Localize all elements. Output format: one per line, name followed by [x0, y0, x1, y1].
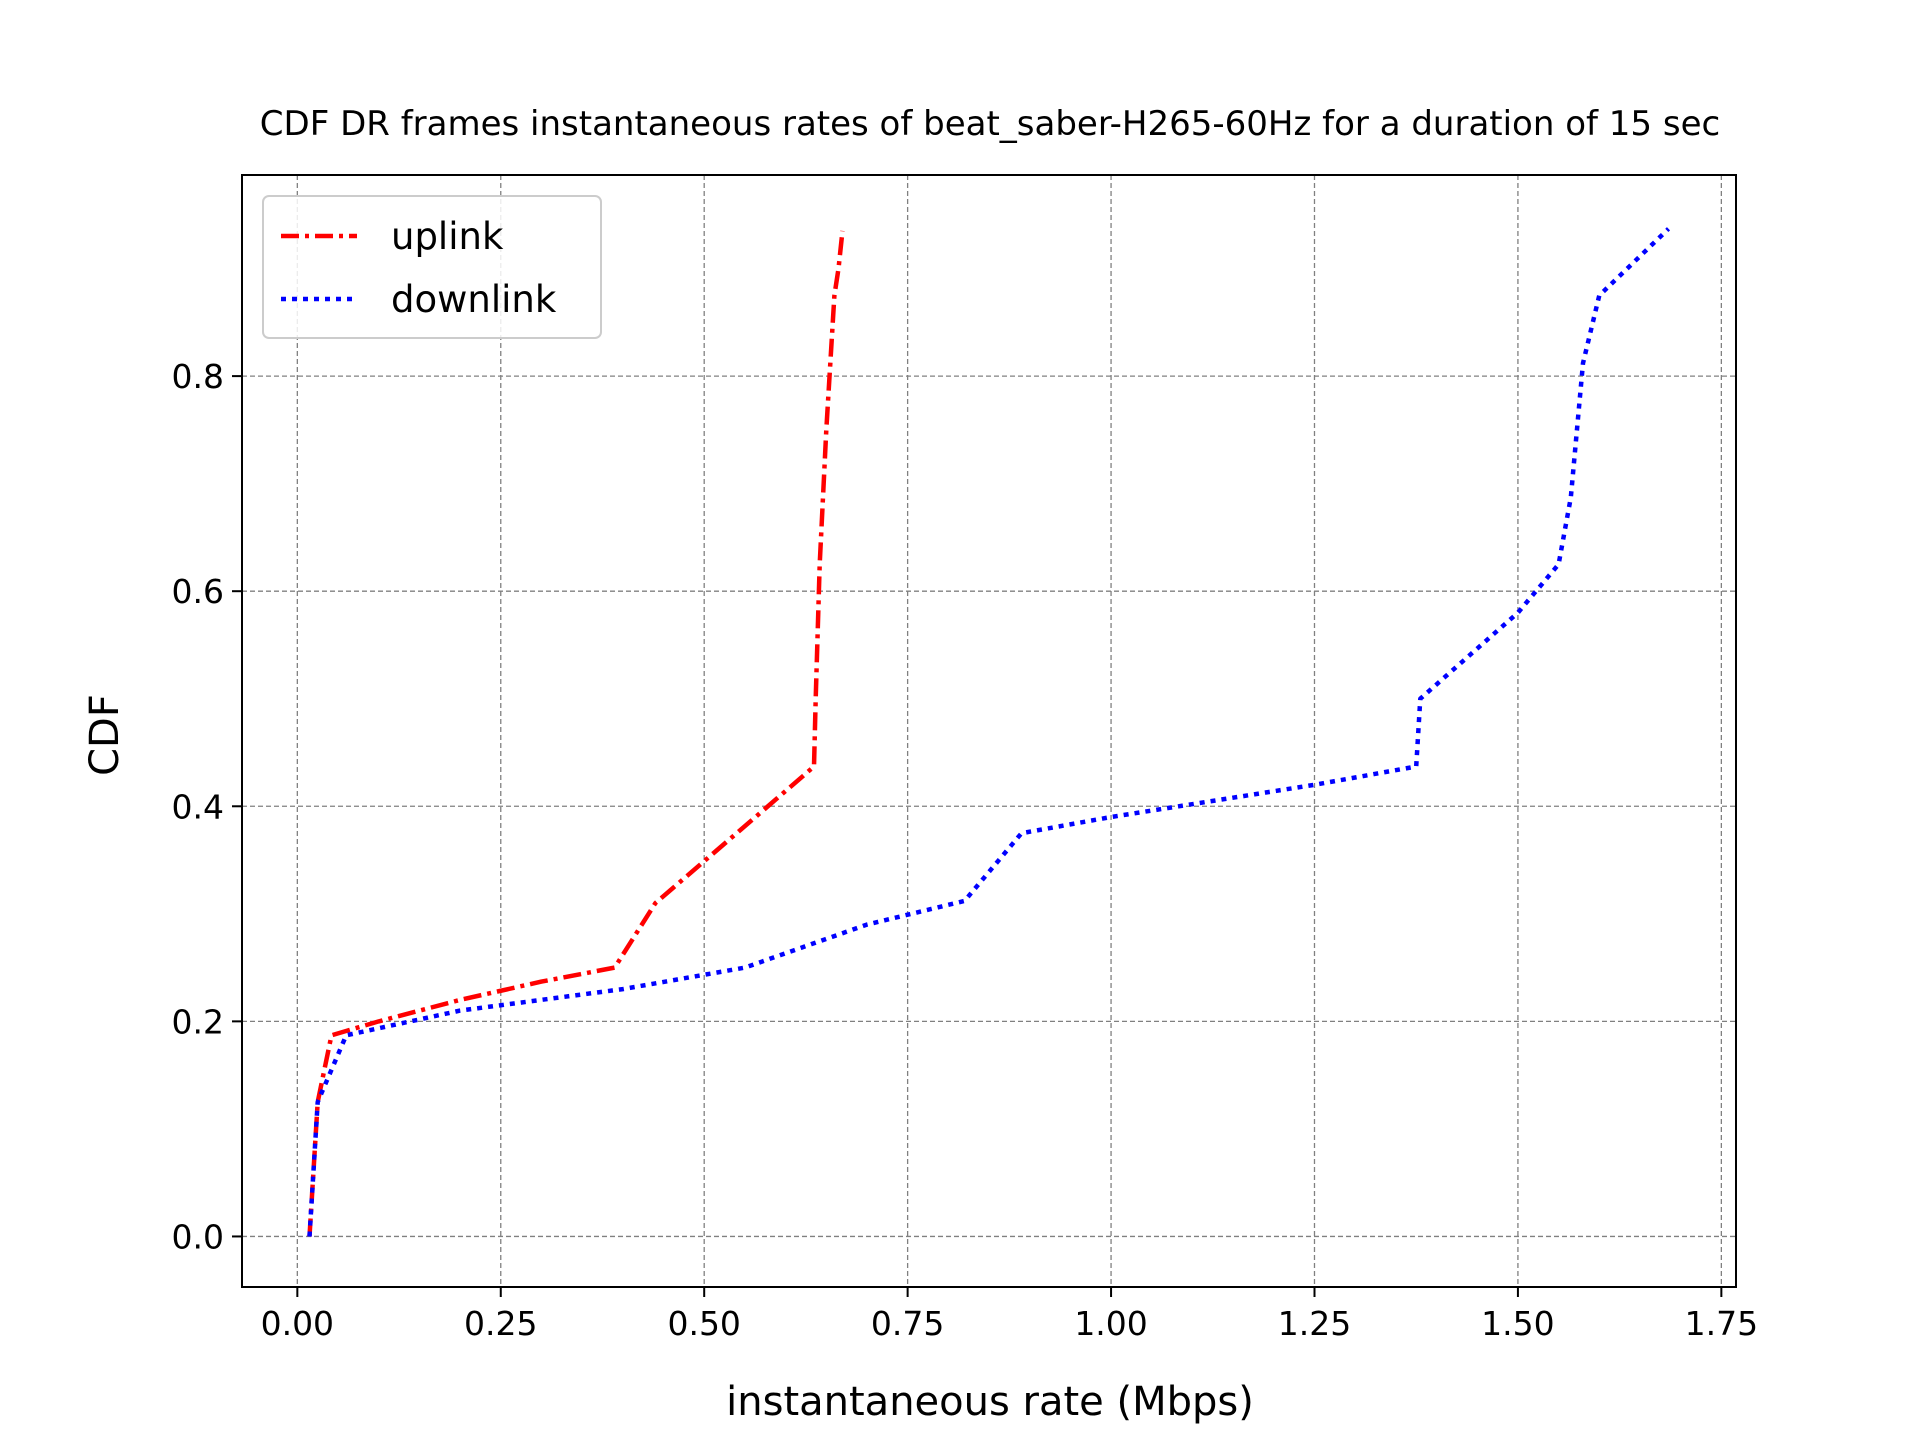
- x-tick-label: 1.00: [1074, 1304, 1147, 1343]
- grid: [242, 175, 1736, 1287]
- plot-frame: [241, 174, 1737, 1288]
- y-axis-label: CDF: [82, 694, 128, 776]
- y-tick-label: 0.2: [172, 1002, 224, 1041]
- series-line-uplink: [307, 230, 845, 1237]
- axis-ticks: 0.00 0.25 0.50 0.75 1.00 1.25 1.50 1.75 0.0 0.2 0.…: [172, 357, 1759, 1343]
- x-axis-label: instantaneous rate (Mbps): [726, 1379, 1254, 1425]
- y-tick-label: 0.8: [172, 357, 224, 396]
- y-tick-label: 0.0: [172, 1217, 224, 1256]
- x-tick-label: 1.25: [1278, 1304, 1351, 1343]
- legend-label-uplink: uplink: [391, 215, 504, 258]
- x-tick-label: 1.50: [1481, 1304, 1554, 1343]
- x-tick-label: 0.25: [464, 1304, 537, 1343]
- x-tick-label: 1.75: [1685, 1304, 1758, 1343]
- chart-title: CDF DR frames instantaneous rates of bea…: [260, 104, 1720, 144]
- x-tick-label: 0.50: [667, 1304, 740, 1343]
- legend: uplink downlink: [262, 195, 602, 339]
- y-tick-label: 0.6: [172, 572, 224, 611]
- x-tick-label: 0.00: [261, 1304, 334, 1343]
- series-line-downlink: [307, 227, 1671, 1237]
- legend-box: [262, 195, 602, 339]
- x-tick-label: 0.75: [871, 1304, 944, 1343]
- series-lines: [307, 227, 1671, 1237]
- y-tick-label: 0.4: [172, 787, 224, 826]
- legend-label-downlink: downlink: [391, 278, 557, 321]
